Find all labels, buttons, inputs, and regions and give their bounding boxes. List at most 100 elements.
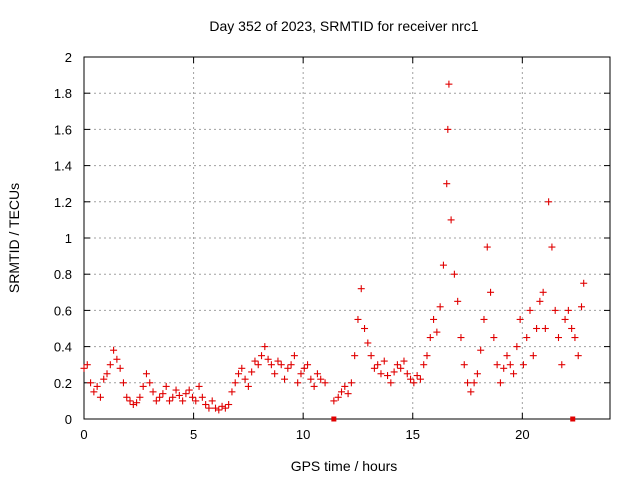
data-point	[554, 334, 562, 342]
data-point	[287, 361, 295, 369]
data-point	[361, 325, 369, 332]
data-point	[370, 364, 378, 372]
data-point	[420, 361, 428, 369]
y-tick-label: 1.4	[54, 159, 72, 174]
data-point	[90, 388, 98, 396]
data-point	[477, 346, 485, 354]
data-point	[261, 343, 269, 351]
data-point	[169, 393, 177, 401]
data-point	[254, 361, 262, 369]
data-point	[443, 180, 451, 188]
data-point	[390, 368, 398, 376]
baseline-marker	[570, 416, 576, 422]
data-point	[454, 297, 462, 305]
data-point	[516, 315, 524, 323]
data-point	[558, 361, 566, 369]
data-point	[100, 375, 108, 383]
x-tick-label: 15	[406, 427, 420, 442]
data-point	[380, 357, 388, 365]
y-axis: 0 0.2 0.4 0.6 0.8 1 1.2 1.4 1.6 1.8 2	[54, 50, 610, 427]
y-tick-label: 1.8	[54, 86, 72, 101]
data-point	[568, 325, 576, 332]
data-point	[83, 361, 91, 369]
y-tick-label: 0.6	[54, 303, 72, 318]
data-point	[450, 270, 458, 278]
y-tick-label: 2	[65, 50, 72, 65]
data-point	[235, 370, 243, 378]
data-point	[192, 397, 200, 405]
data-point	[490, 334, 498, 342]
data-point	[526, 306, 534, 314]
bottom-markers	[331, 416, 576, 422]
x-tick-label: 0	[80, 427, 87, 442]
data-series-nrc1	[80, 80, 588, 414]
data-point	[212, 404, 219, 412]
data-point	[533, 325, 541, 332]
data-point	[126, 397, 134, 405]
data-point	[470, 379, 478, 387]
data-point	[377, 370, 385, 378]
data-point	[307, 375, 315, 383]
data-point	[545, 198, 553, 206]
data-point	[493, 361, 501, 369]
data-point	[317, 375, 325, 383]
data-point	[561, 315, 569, 323]
data-point	[483, 243, 491, 251]
data-point	[110, 346, 118, 354]
data-point	[238, 364, 246, 372]
data-point	[529, 352, 537, 360]
data-point	[400, 357, 408, 365]
data-point	[313, 370, 321, 378]
data-point	[407, 375, 415, 383]
data-point	[251, 357, 259, 365]
data-point	[248, 368, 256, 376]
data-point	[106, 361, 114, 369]
data-point	[300, 364, 308, 372]
plot-frame	[83, 56, 611, 420]
x-axis-title: GPS time / hours	[291, 458, 398, 474]
data-point	[519, 361, 527, 369]
y-tick-label: 0.8	[54, 267, 72, 282]
data-point	[133, 399, 141, 407]
data-point	[464, 379, 472, 387]
data-point	[506, 361, 514, 369]
data-point	[274, 357, 282, 365]
data-point	[347, 379, 355, 387]
data-point	[136, 393, 144, 401]
baseline-marker	[331, 416, 337, 422]
data-point	[330, 397, 338, 405]
data-point	[152, 397, 160, 405]
data-point	[80, 364, 88, 372]
data-point	[510, 370, 518, 378]
data-point	[228, 388, 236, 396]
data-point	[103, 370, 111, 378]
data-point	[225, 401, 233, 409]
data-point	[433, 328, 441, 336]
data-point	[146, 379, 154, 387]
data-point	[294, 379, 302, 387]
y-tick-label: 1.2	[54, 195, 72, 210]
data-point	[159, 390, 167, 398]
data-point	[218, 402, 226, 410]
data-point	[195, 382, 203, 390]
data-point	[338, 388, 346, 396]
data-point	[487, 288, 495, 296]
data-point	[410, 379, 418, 387]
data-point	[142, 370, 150, 378]
data-point	[447, 216, 455, 224]
data-point	[281, 375, 289, 383]
data-point	[423, 352, 431, 360]
data-point	[221, 404, 229, 412]
data-point	[179, 397, 187, 405]
data-point	[354, 315, 362, 323]
data-point	[574, 352, 582, 360]
data-point	[129, 401, 137, 409]
data-point	[205, 404, 213, 412]
data-point	[439, 261, 447, 269]
data-point	[208, 397, 216, 405]
x-axis: 0 5 10 15 20	[80, 57, 530, 442]
data-point	[357, 285, 365, 293]
data-point	[397, 364, 405, 372]
data-point	[523, 334, 531, 342]
